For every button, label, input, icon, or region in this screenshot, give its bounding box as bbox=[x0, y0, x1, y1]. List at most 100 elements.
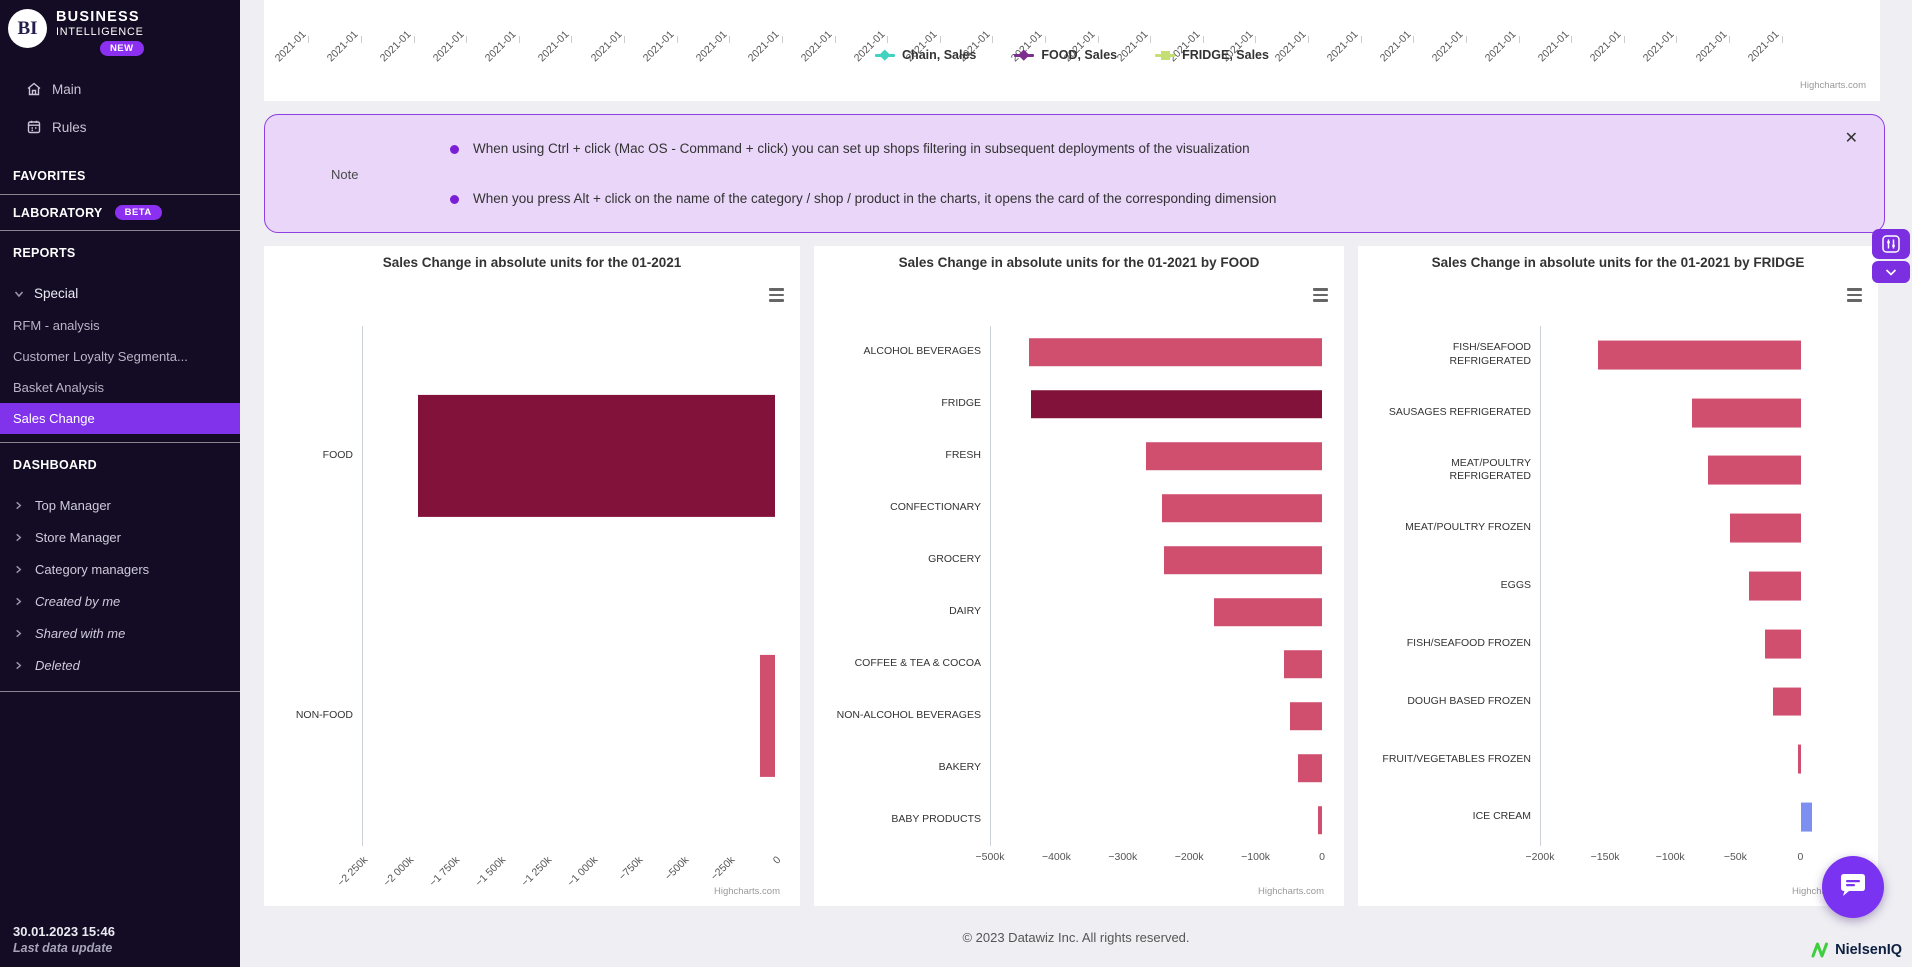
category-label[interactable]: CONFECTIONARY bbox=[890, 501, 981, 514]
collapse-panel-button[interactable] bbox=[1872, 261, 1910, 283]
category-label[interactable]: FRIDGE bbox=[941, 397, 981, 410]
sidebar-item-deleted[interactable]: Deleted bbox=[0, 649, 240, 681]
category-label[interactable]: ALCOHOL BEVERAGES bbox=[863, 345, 981, 358]
copyright-footer: © 2023 Datawiz Inc. All rights reserved. bbox=[962, 930, 1190, 945]
category-label[interactable]: NON-ALCOHOL BEVERAGES bbox=[836, 709, 981, 722]
category-label[interactable]: BABY PRODUCTS bbox=[891, 813, 981, 826]
chat-widget-button[interactable] bbox=[1822, 856, 1884, 918]
category-label[interactable]: DAIRY bbox=[949, 605, 981, 618]
category-label[interactable]: MEAT/POULTRY REFRIGERATED bbox=[1449, 456, 1531, 483]
category-label[interactable]: MEAT/POULTRY FROZEN bbox=[1405, 521, 1531, 534]
x-tick-label: −1 250k bbox=[518, 854, 555, 890]
legend-label: Chain, Sales bbox=[902, 48, 977, 62]
bar-track bbox=[362, 326, 775, 586]
chart-bar[interactable] bbox=[1028, 338, 1322, 366]
bullet-icon bbox=[450, 145, 459, 154]
chart-bar[interactable] bbox=[1691, 398, 1801, 428]
bar-track bbox=[990, 482, 1322, 534]
chart-row: FOOD bbox=[264, 326, 800, 586]
category-label[interactable]: FOOD bbox=[322, 449, 353, 462]
category-label[interactable]: GROCERY bbox=[928, 553, 981, 566]
sidebar-item-top-manager[interactable]: Top Manager bbox=[0, 489, 240, 521]
x-tick-label: −2 250k bbox=[335, 854, 371, 890]
sidebar-item-rfm-analysis[interactable]: RFM - analysis bbox=[13, 318, 100, 333]
chart-row: NON-FOOD bbox=[264, 586, 800, 846]
category-label[interactable]: SAUSAGES REFRIGERATED bbox=[1388, 405, 1531, 418]
category-label[interactable]: DOUGH BASED FROZEN bbox=[1407, 694, 1531, 707]
chart-bar[interactable] bbox=[1145, 442, 1322, 470]
chart-bar[interactable] bbox=[1163, 546, 1322, 574]
main-content: 2021-01 2021-01 2021-01 2021-01 2021-01 2021-… bbox=[240, 0, 1912, 967]
legend-marker-icon bbox=[1014, 49, 1035, 61]
dash-item-label: Shared with me bbox=[35, 625, 126, 641]
category-label[interactable]: COFFEE & TEA & COCOA bbox=[854, 657, 981, 670]
category-label[interactable]: EGGS bbox=[1500, 579, 1531, 592]
chevron-right-icon bbox=[13, 660, 24, 671]
chart-bar[interactable] bbox=[1773, 687, 1801, 717]
trend-legend: Chain, Sales FOOD, Sales FRIDGE, Sales bbox=[264, 48, 1880, 62]
x-tick-label: −2 000k bbox=[381, 854, 417, 890]
chart-row: GROCERY bbox=[814, 534, 1344, 586]
chart-bar[interactable] bbox=[1708, 456, 1801, 485]
chevron-right-icon bbox=[13, 532, 24, 543]
chart-bar[interactable] bbox=[1289, 702, 1322, 730]
x-tick-label: −200k bbox=[1174, 851, 1204, 863]
sidebar-item-rules[interactable]: Rules bbox=[0, 108, 240, 146]
app-logo[interactable]: BI BUSINESS INTELLIGENCE NEW bbox=[0, 0, 240, 62]
sidebar-item-basket-analysis[interactable]: Basket Analysis bbox=[13, 380, 105, 395]
legend-item[interactable]: FOOD, Sales bbox=[1014, 48, 1117, 62]
sidebar-item-customer-loyalty[interactable]: Customer Loyalty Segmenta... bbox=[13, 349, 188, 364]
sidebar-item-category-managers[interactable]: Category managers bbox=[0, 553, 240, 585]
chart-bar[interactable] bbox=[1298, 754, 1322, 782]
bar-track bbox=[990, 378, 1322, 430]
filter-settings-button[interactable] bbox=[1872, 229, 1910, 259]
divider bbox=[0, 194, 240, 195]
legend-item[interactable]: FRIDGE, Sales bbox=[1155, 48, 1269, 62]
chart-bar[interactable] bbox=[1318, 806, 1322, 834]
chart-bar[interactable] bbox=[1765, 629, 1801, 659]
chart-bar[interactable] bbox=[1730, 513, 1801, 543]
legend-item[interactable]: Chain, Sales bbox=[875, 48, 976, 62]
chart-row: DAIRY bbox=[814, 586, 1344, 638]
chart-bar[interactable] bbox=[1797, 744, 1801, 774]
x-tick-label: −150k bbox=[1590, 851, 1620, 863]
chart-bar[interactable] bbox=[1598, 340, 1801, 370]
chart-bar[interactable] bbox=[1030, 390, 1322, 418]
category-label[interactable]: FRUIT/VEGETABLES FROZEN bbox=[1382, 752, 1531, 765]
chart-title: Sales Change in absolute units for the 0… bbox=[898, 255, 1260, 270]
chart-bar[interactable] bbox=[1283, 650, 1322, 678]
chart-row: BAKERY bbox=[814, 742, 1344, 794]
dash-item-label: Store Manager bbox=[35, 529, 121, 545]
sliders-icon bbox=[1882, 235, 1900, 253]
sidebar-item-created-by-me[interactable]: Created by me bbox=[0, 585, 240, 617]
chart-row: EGGS bbox=[1358, 557, 1878, 615]
chart-bar[interactable] bbox=[760, 654, 775, 778]
chart-bar[interactable] bbox=[417, 394, 775, 518]
category-label[interactable]: FRESH bbox=[945, 449, 981, 462]
chart-bar[interactable] bbox=[1800, 802, 1813, 832]
sidebar-item-sales-change[interactable]: Sales Change bbox=[0, 403, 240, 434]
logo-line1: BUSINESS bbox=[56, 9, 140, 25]
chart-bar[interactable] bbox=[1748, 571, 1801, 601]
legend-marker-icon bbox=[1155, 50, 1176, 60]
sidebar-item-main[interactable]: Main bbox=[0, 70, 240, 108]
sidebar-item-laboratory[interactable]: LABORATORY BETA bbox=[0, 197, 240, 228]
chart-menu-button[interactable] bbox=[1847, 288, 1862, 302]
chevron-right-icon bbox=[13, 500, 24, 511]
category-label[interactable]: BAKERY bbox=[938, 761, 981, 774]
close-icon[interactable]: ✕ bbox=[1844, 130, 1858, 147]
category-label[interactable]: FISH/SEAFOOD REFRIGERATED bbox=[1449, 341, 1531, 367]
category-label[interactable]: FISH/SEAFOOD FROZEN bbox=[1406, 636, 1531, 649]
category-label[interactable]: NON-FOOD bbox=[295, 709, 353, 722]
sidebar-item-store-manager[interactable]: Store Manager bbox=[0, 521, 240, 553]
chart-row: COFFEE & TEA & COCOA bbox=[814, 638, 1344, 690]
chart-bar[interactable] bbox=[1214, 598, 1322, 626]
x-tick-label: −750k bbox=[616, 854, 646, 883]
chart-bar[interactable] bbox=[1161, 494, 1322, 522]
reports-group-special[interactable]: Special bbox=[0, 277, 240, 310]
sidebar-item-shared-with-me[interactable]: Shared with me bbox=[0, 617, 240, 649]
category-label[interactable]: ICE CREAM bbox=[1472, 810, 1531, 823]
chart-menu-button[interactable] bbox=[769, 288, 784, 302]
chart-row: BABY PRODUCTS bbox=[814, 794, 1344, 846]
chart-menu-button[interactable] bbox=[1313, 288, 1328, 302]
